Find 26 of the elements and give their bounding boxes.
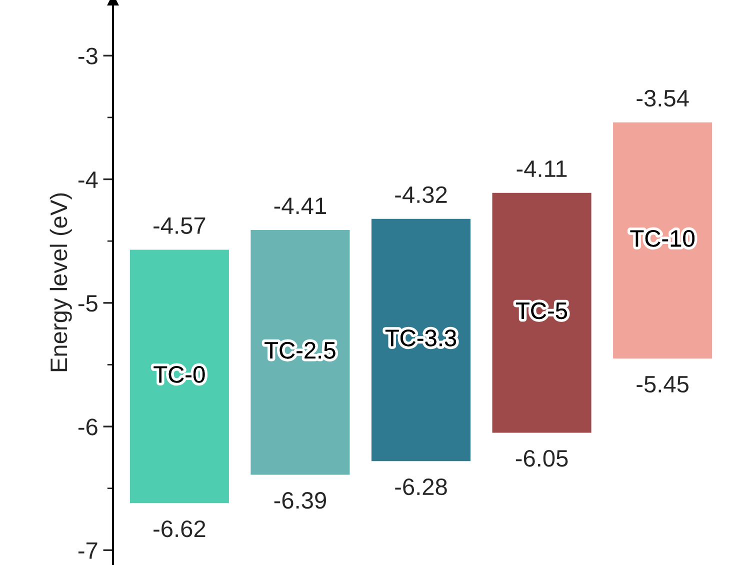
y-tick-label: -3	[78, 48, 98, 64]
annotation: -5.45	[636, 376, 688, 393]
bar	[130, 250, 229, 504]
annotation: -6.05	[516, 450, 568, 467]
annotation: -6.62	[154, 520, 206, 538]
annotation: -4.32	[395, 186, 447, 204]
annotation: -4.41	[274, 198, 326, 214]
y-tick-label: -7	[78, 542, 98, 559]
annotation: -4.57	[154, 217, 206, 234]
x-tick-label: TC-0	[154, 366, 205, 383]
annotation: -4.11	[516, 160, 567, 177]
x-tick-label: TC-5	[516, 302, 568, 320]
annotation: -3.54	[636, 90, 689, 107]
y-tick-label: -6	[78, 418, 98, 436]
y-tick-label: -5	[78, 295, 98, 312]
y-axis-title: Energy level (eV)	[50, 193, 72, 372]
annotation: -6.39	[274, 492, 326, 509]
bar	[371, 218, 471, 462]
bar	[492, 192, 592, 433]
y-tick-label: -4	[78, 172, 98, 188]
annotation: -6.28	[395, 478, 447, 496]
bar	[250, 230, 350, 475]
x-tick-label: TC-10	[630, 230, 694, 247]
x-tick-label: TC-2.5	[264, 342, 336, 359]
x-tick-label: TC-3.3	[385, 330, 456, 346]
bar	[613, 122, 712, 359]
